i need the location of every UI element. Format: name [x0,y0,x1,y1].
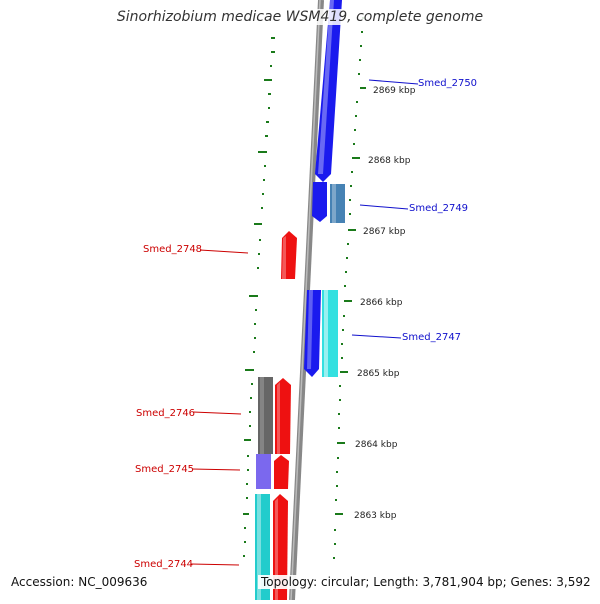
gene-smed-2744-sheen [275,498,278,600]
gene-smed-2745[interactable] [274,455,289,489]
gene-smed-2746-gray-sheen [260,377,264,454]
gene-smed-2744-teal[interactable] [255,494,270,600]
inner-tick-ring [243,37,275,557]
gene-smed-2744[interactable] [273,494,288,600]
gene-smed-2746[interactable] [275,378,291,454]
gene-label-smed-2746[interactable]: Smed_2746 [136,408,195,419]
gene-label-smed-2745[interactable]: Smed_2745 [135,464,194,475]
gene-smed-2747[interactable] [304,290,321,377]
gene-smed-2746-sheen [277,382,280,454]
scale-label: 2869 kbp [373,86,416,96]
genome-title: Sinorhizobium medicae WSM419, complete g… [0,9,600,25]
genome-title-text: Sinorhizobium medicae WSM419, complete g… [114,9,486,25]
scale-label: 2864 kbp [355,440,398,450]
gene-labels: Smed_2750 Smed_2749 Smed_2748 Smed_2747 … [134,78,477,570]
gene-smed-2750-sheen [318,0,334,174]
gene-label-smed-2750[interactable]: Smed_2750 [418,78,477,89]
gene-label-smed-2744[interactable]: Smed_2744 [134,559,193,570]
genome-backbone [289,0,324,601]
scale-label: 2865 kbp [357,369,400,379]
outer-tick-ring [333,17,366,559]
topology-text: Topology: circular; Length: 3,781,904 bp… [258,575,594,589]
gene-smed-2746-gray[interactable] [258,377,273,454]
gene-label-smed-2748[interactable]: Smed_2748 [143,244,202,255]
gene-label-leaders [190,79,419,566]
gene-smed-2744-teal-sheen [257,494,261,600]
gene-smed-2750[interactable] [315,0,342,182]
reverse-strand-genes [255,231,297,600]
accession-text: Accession: NC_009636 [9,575,150,589]
gene-smed-2749-sheen [332,184,336,223]
scale-labels: 2869 kbp 2868 kbp 2867 kbp 2866 kbp 2865… [354,86,416,521]
scale-label: 2868 kbp [368,156,411,166]
gene-label-smed-2747[interactable]: Smed_2747 [402,332,461,343]
scale-label: 2863 kbp [354,511,397,521]
gene-smed-2749-left[interactable] [312,182,327,222]
gene-smed-2747-sheen [307,290,313,369]
scale-label: 2867 kbp [363,227,406,237]
gene-label-smed-2749[interactable]: Smed_2749 [409,203,468,214]
gene-smed-2748[interactable] [281,231,297,279]
gene-smed-2745-slate[interactable] [256,454,271,489]
scale-label: 2866 kbp [360,298,403,308]
gene-smed-2749[interactable] [330,184,345,223]
genome-backbone-highlight [290,0,321,601]
gene-cyan-block-sheen [324,290,328,377]
forward-strand-genes [304,0,345,377]
gene-smed-2748-sheen [282,236,286,279]
